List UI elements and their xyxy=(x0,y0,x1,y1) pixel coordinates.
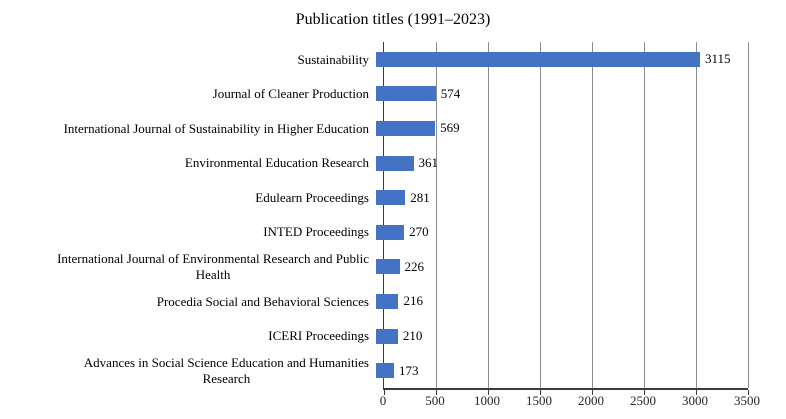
category-label: ICERI Proceedings xyxy=(268,328,369,344)
x-tick-label: 1000 xyxy=(474,393,500,408)
category-label: Procedia Social and Behavioral Sciences xyxy=(156,293,369,309)
value-label: 216 xyxy=(403,293,423,309)
x-tick-label: 1500 xyxy=(526,393,552,408)
value-label: 173 xyxy=(398,362,419,378)
x-tick-label: 500 xyxy=(425,393,445,408)
category-cell: International Journal of Environmental R… xyxy=(0,251,376,282)
bar xyxy=(376,86,436,102)
bar xyxy=(376,51,700,67)
axis-tick xyxy=(488,390,489,395)
axis-tick xyxy=(540,390,541,395)
bar xyxy=(376,259,400,275)
x-tick-label: 3000 xyxy=(682,393,708,408)
axis-tick xyxy=(384,390,385,395)
category-cell: Advances in Social Science Education and… xyxy=(0,355,376,386)
value-label: 210 xyxy=(402,328,423,344)
bar xyxy=(376,155,414,171)
category-label: Edulearn Proceedings xyxy=(255,189,369,205)
value-label: 226 xyxy=(404,258,425,274)
value-label: 281 xyxy=(410,189,430,205)
category-cell: INTED Proceedings xyxy=(0,224,376,240)
category-cell: Journal of Cleaner Production xyxy=(0,86,376,102)
x-tick-label: 2000 xyxy=(578,393,604,408)
bar-area: 270 xyxy=(376,215,786,250)
bar-area: 226 xyxy=(376,250,786,285)
value-label: 361 xyxy=(418,155,439,171)
category-cell: ICERI Proceedings xyxy=(0,328,376,344)
gridline xyxy=(540,42,541,388)
bar-row: INTED Proceedings 270 xyxy=(0,215,786,250)
category-cell: Edulearn Proceedings xyxy=(0,190,376,206)
gridline xyxy=(592,42,593,388)
axis-tick xyxy=(644,390,645,395)
bar xyxy=(376,293,399,309)
gridline xyxy=(488,42,489,388)
bar xyxy=(376,120,436,136)
bar-row: Environmental Education Research 361 xyxy=(0,146,786,181)
category-cell: Environmental Education Research xyxy=(0,155,376,171)
axis-tick xyxy=(748,390,749,395)
x-tick-label: 3500 xyxy=(734,393,760,408)
bar-row: International Journal of Environmental R… xyxy=(0,250,786,285)
bar-area: 210 xyxy=(376,319,786,354)
bar-area: 281 xyxy=(376,180,786,215)
bar-area: 569 xyxy=(376,111,786,146)
x-tick-label: 0 xyxy=(379,393,387,408)
bar-row: ICERI Proceedings 210 xyxy=(0,319,786,354)
bar xyxy=(376,224,405,240)
category-label: International Journal of Environmental R… xyxy=(57,251,369,282)
gridline xyxy=(696,42,697,388)
axis-tick xyxy=(436,390,437,395)
category-label: Journal of Cleaner Production xyxy=(212,86,369,102)
bar xyxy=(376,363,394,379)
bar-row: Edulearn Proceedings 281 xyxy=(0,180,786,215)
x-tick-label: 2500 xyxy=(630,393,656,408)
bar-row: Journal of Cleaner Production 574 xyxy=(0,77,786,112)
value-label: 3115 xyxy=(704,51,731,67)
bar xyxy=(376,190,406,206)
value-label: 574 xyxy=(440,85,461,101)
bar-area: 173 xyxy=(376,353,786,388)
x-axis: 0 500 1000 1500 2000 2500 3000 3500 xyxy=(379,393,760,413)
bar-area: 3115 xyxy=(376,42,786,77)
bar-row: International Journal of Sustainability … xyxy=(0,111,786,146)
category-label: Advances in Social Science Education and… xyxy=(83,355,369,386)
bar-row: Procedia Social and Behavioral Sciences 2… xyxy=(0,284,786,319)
category-cell: International Journal of Sustainability … xyxy=(0,121,376,137)
bar-area: 361 xyxy=(376,146,786,181)
category-label: International Journal of Sustainability … xyxy=(63,120,369,136)
bar-row: Sustainability 3115 xyxy=(0,42,786,77)
category-label: Sustainability xyxy=(297,51,370,67)
gridline xyxy=(748,42,749,388)
value-label: 270 xyxy=(409,224,429,240)
category-label: Environmental Education Research xyxy=(184,155,369,171)
bar-area: 216 xyxy=(376,284,786,319)
value-label: 569 xyxy=(440,120,460,136)
gridline xyxy=(436,42,437,388)
plot-area xyxy=(383,42,749,395)
bar-area: 574 xyxy=(376,77,786,112)
category-label: INTED Proceedings xyxy=(263,224,369,240)
axis-tick xyxy=(592,390,593,395)
chart-title: Publication titles (1991–2023) xyxy=(295,11,491,28)
gridline xyxy=(644,42,645,388)
axis-tick xyxy=(696,390,697,395)
bar-row: Advances in Social Science Education and… xyxy=(0,353,786,388)
bar xyxy=(376,328,398,344)
bar-rows: Sustainability 3115 Journal of Cleaner Pro… xyxy=(0,42,786,388)
category-cell: Sustainability xyxy=(0,52,376,68)
category-cell: Procedia Social and Behavioral Sciences xyxy=(0,294,376,310)
